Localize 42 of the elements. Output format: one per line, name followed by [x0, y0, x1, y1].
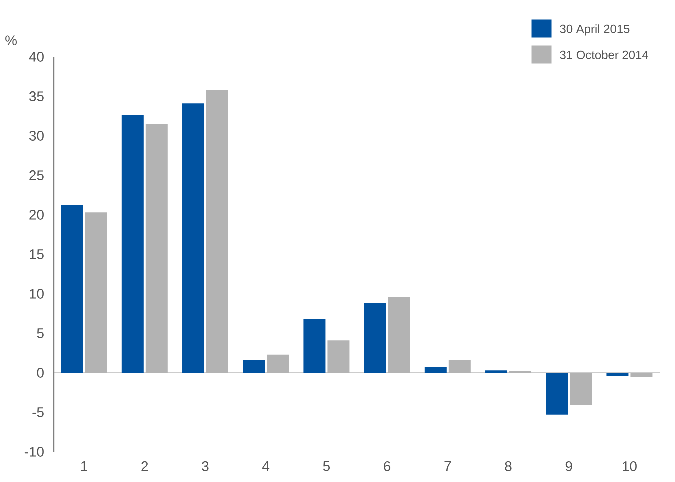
bar — [304, 319, 326, 373]
bar — [182, 104, 205, 373]
y-tick-label: -5 — [32, 408, 44, 418]
bar — [364, 303, 386, 373]
y-tick-label: 5 — [37, 328, 44, 338]
bar — [570, 373, 592, 406]
bar — [267, 354, 290, 373]
bar — [388, 297, 410, 373]
x-tick-label: 2 — [142, 462, 148, 472]
bar — [328, 340, 350, 373]
bar — [243, 360, 266, 373]
x-tick-label: 5 — [323, 462, 330, 472]
y-tick-label: 15 — [30, 250, 44, 260]
y-tick-label: 25 — [30, 170, 44, 180]
bar — [448, 360, 471, 373]
x-tick-label: 3 — [202, 462, 209, 472]
y-axis-title: % — [6, 36, 17, 46]
bar — [85, 212, 108, 373]
bar — [606, 373, 629, 376]
legend-label: 30 April 2015 — [560, 24, 630, 36]
x-tick-label: 4 — [262, 462, 270, 472]
y-tick-label: 40 — [29, 52, 44, 62]
bar — [146, 124, 168, 373]
bar — [206, 90, 229, 373]
bar — [424, 367, 447, 373]
x-tick-label: 1 — [81, 462, 88, 472]
x-tick-label: 8 — [505, 462, 512, 472]
y-tick-label: 10 — [30, 289, 44, 299]
x-tick-label: 7 — [444, 462, 452, 472]
y-tick-label: 0 — [37, 368, 44, 378]
y-tick-label: 35 — [29, 92, 44, 102]
x-tick-label: 10 — [623, 462, 637, 472]
bar — [61, 206, 84, 373]
x-tick-label: 6 — [384, 462, 391, 472]
y-tick-label: 20 — [30, 210, 44, 220]
legend-label: 31 October 2014 — [560, 50, 648, 60]
y-tick-label: -10 — [24, 447, 44, 457]
y-tick-label: 30 — [29, 131, 44, 141]
x-tick-label: 9 — [566, 462, 572, 472]
bar — [546, 373, 568, 415]
bar — [122, 115, 144, 373]
bar — [630, 373, 653, 377]
